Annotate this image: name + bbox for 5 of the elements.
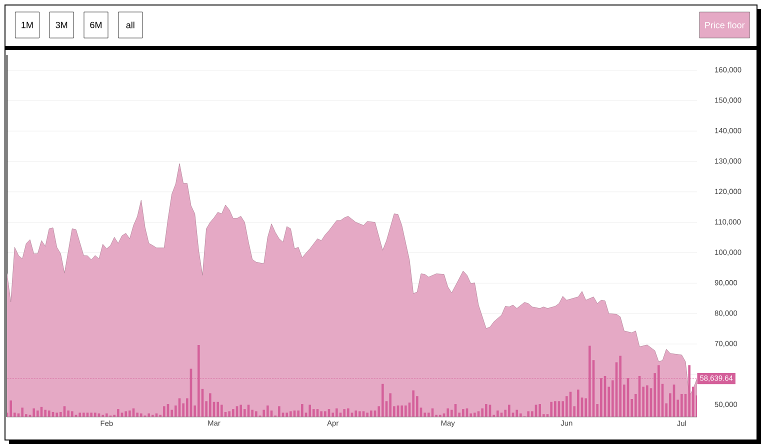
- text: 1M: [22, 22, 33, 28]
- text: 6M: [90, 22, 102, 28]
- text: all: [126, 22, 134, 28]
- text: 3M: [56, 22, 68, 28]
- text: Price floor: [705, 22, 745, 28]
